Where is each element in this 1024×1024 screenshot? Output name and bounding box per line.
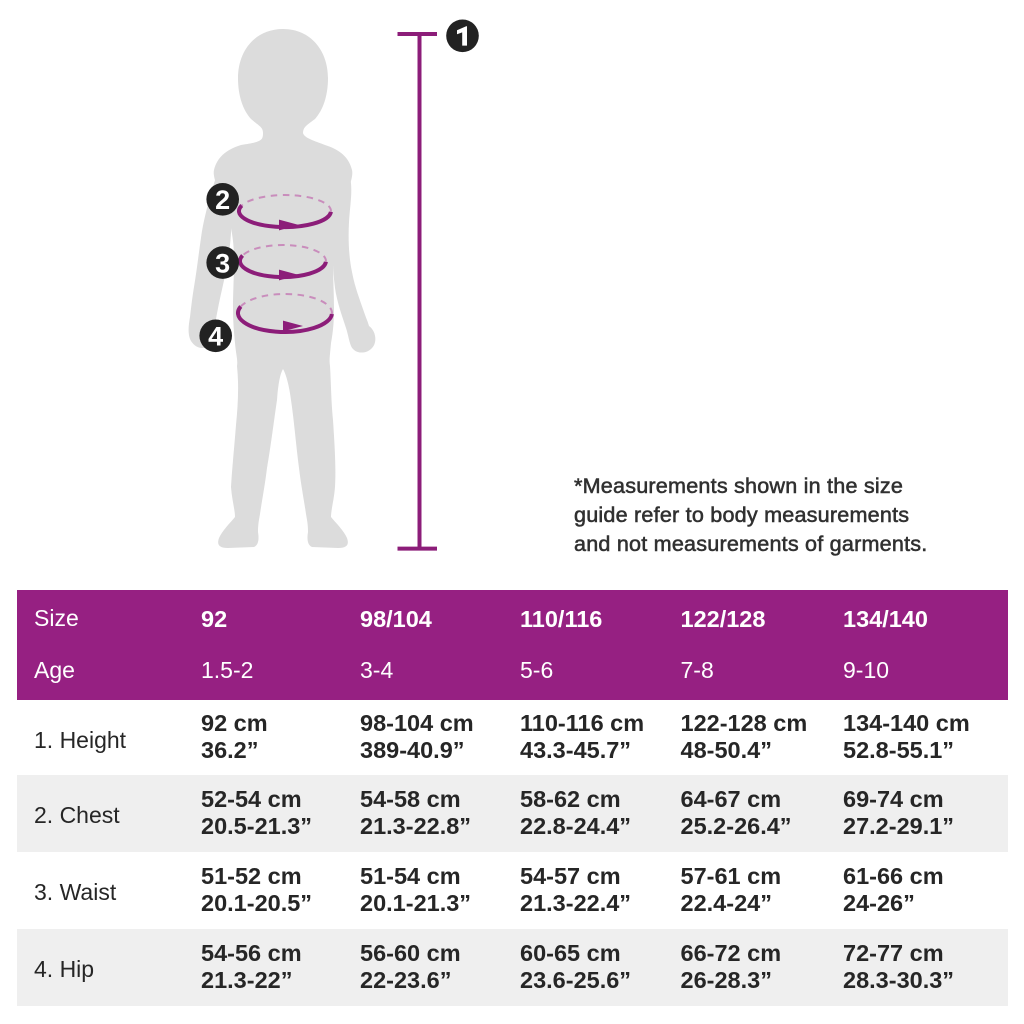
svg-text:4: 4	[208, 322, 223, 352]
svg-text:3: 3	[215, 248, 230, 278]
svg-text:2: 2	[215, 185, 230, 215]
